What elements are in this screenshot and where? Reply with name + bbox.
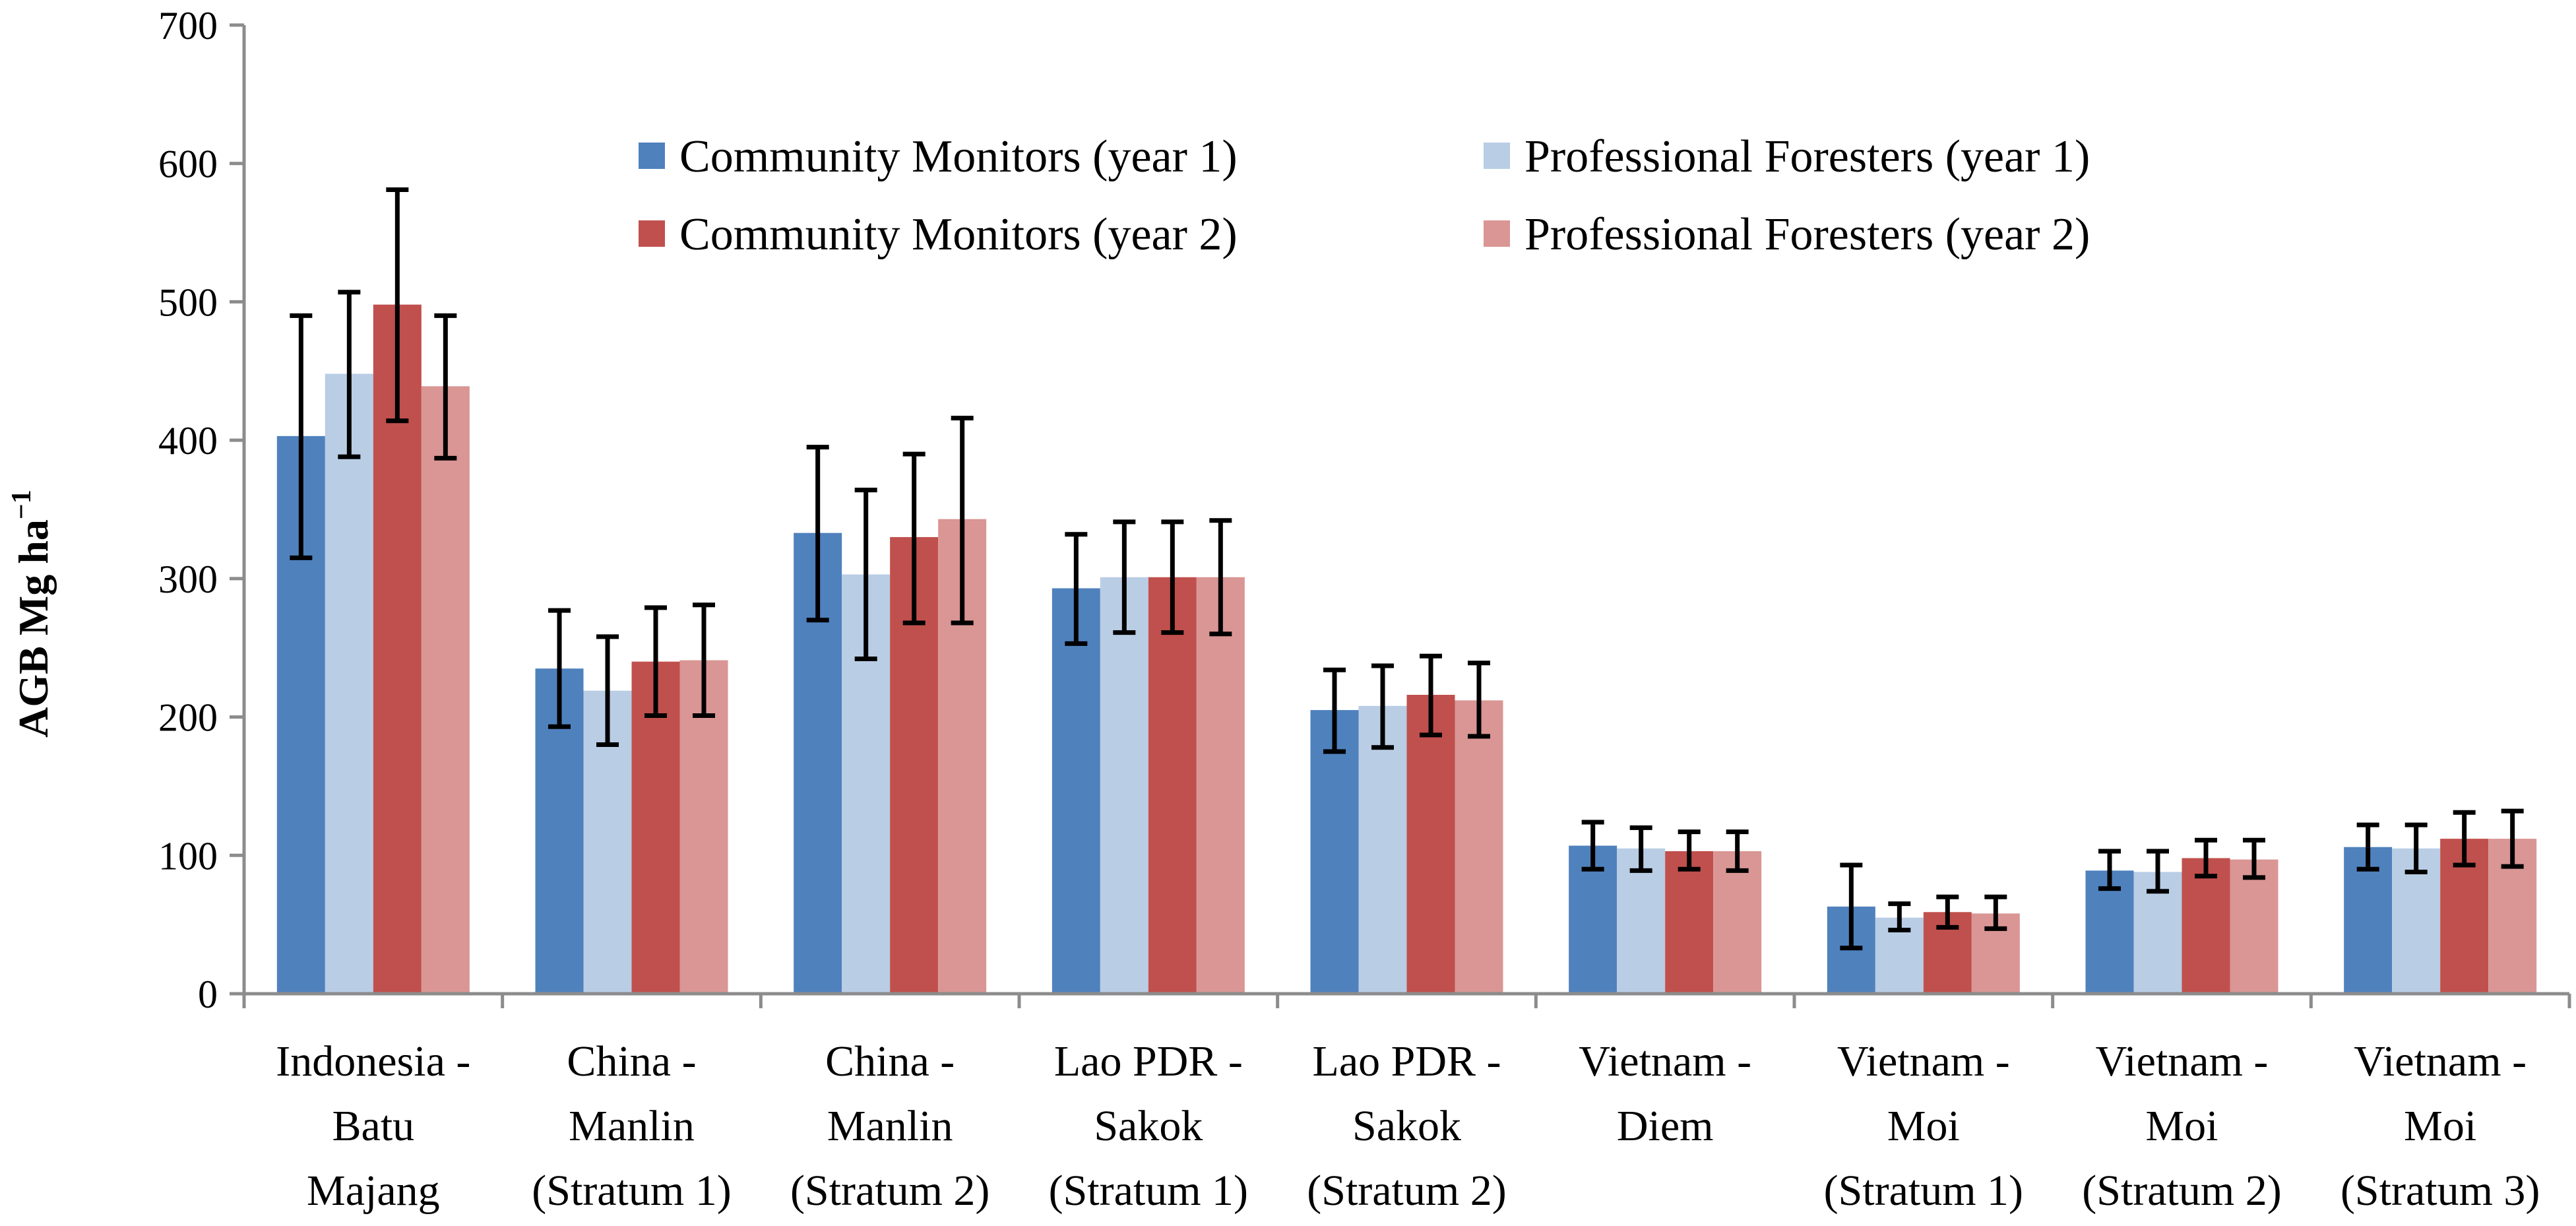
bar [1455,700,1503,994]
legend-swatch [639,220,665,247]
y-tick-label: 300 [158,558,218,601]
bar [1052,588,1100,994]
x-category-label-line: China - [567,1037,696,1085]
category-labels-layer: Indonesia - Batu Majang China - Manlin (Strat… [276,1037,2540,1215]
x-category-label-line: Moi [2145,1102,2218,1150]
y-tick-label: 600 [158,143,218,186]
x-category-label-line: (Stratum 1) [1049,1167,1248,1215]
x-category-label-line: (Stratum 2) [790,1167,990,1215]
bar [2085,870,2134,994]
x-category-label-line: Indonesia - [276,1037,470,1085]
axes-layer [230,23,2571,1008]
bar [1100,577,1148,994]
bar [1713,851,1762,994]
legend-swatch [639,143,665,169]
x-category-label-line: (Stratum 1) [532,1167,731,1215]
bar [421,386,470,994]
x-category-label-line: Diem [1617,1102,1714,1150]
x-category-label-line: Vietnam - [1579,1037,1751,1085]
y-tick-label: 400 [158,419,218,463]
x-category-label: Vietnam - Diem [1579,1037,1751,1150]
x-category-label-line: Vietnam - [2096,1037,2269,1085]
bar [1665,851,1714,994]
bar [1358,705,1407,994]
y-tick-label: 100 [158,834,218,878]
x-category-label-line: (Stratum 1) [1824,1167,2023,1215]
bar [1406,695,1455,994]
x-category-label-line: Vietnam - [1837,1037,2010,1085]
x-category-label-line: China - [825,1037,955,1085]
x-category-label-line: (Stratum 3) [2340,1167,2540,1215]
x-category-label-line: Lao PDR - [1054,1037,1243,1085]
x-category-label: Lao PDR - Sakok (Stratum 1) [1049,1037,1248,1215]
x-category-label: Vietnam - Moi (Stratum 3) [2340,1037,2540,1215]
bar [1310,710,1359,994]
legend-swatch [1484,220,1510,247]
bar [1148,577,1197,994]
bar [2230,859,2278,994]
y-axis-label-superscript: −1 [7,490,37,519]
x-category-label-line: Vietnam - [2354,1037,2527,1085]
x-category-label: Indonesia - Batu Majang [276,1037,470,1215]
y-axis-label: AGB Mg ha−1 [7,490,57,738]
x-category-label: Vietnam - Moi (Stratum 1) [1824,1037,2023,1215]
x-category-label-line: Batu [332,1102,415,1150]
x-category-label-line: Sakok [1352,1102,1461,1150]
bar [325,373,373,994]
x-category-label-line: Sakok [1094,1102,1203,1150]
y-tick-label: 200 [158,696,218,740]
legend-label: Professional Foresters (year 2) [1524,209,2090,260]
x-category-label-line: Manlin [827,1102,953,1150]
x-category-label-line: (Stratum 2) [1307,1167,1506,1215]
x-category-label-line: Moi [1887,1102,1960,1150]
y-tick-label: 500 [158,280,218,324]
legend-label: Community Monitors (year 1) [679,131,1238,182]
bars-layer [276,304,2537,994]
x-category-label: Vietnam - Moi (Stratum 2) [2082,1037,2281,1215]
legend: Community Monitors (year 1) Professional … [639,131,2090,260]
x-category-label-line: Moi [2404,1102,2476,1150]
x-category-label: Lao PDR - Sakok (Stratum 2) [1307,1037,1506,1215]
legend-label: Community Monitors (year 2) [679,209,1238,260]
x-category-label: China - Manlin (Stratum 1) [532,1037,731,1215]
x-category-label-line: Majang [307,1167,440,1215]
y-tick-label: 0 [198,973,218,1016]
tick-labels-layer: 0 100 200 300 400 500 600 700 [158,4,218,1016]
bar [1196,577,1245,994]
legend-label: Professional Foresters (year 1) [1524,131,2090,182]
legend-swatch [1484,143,1510,169]
x-category-label-line: Manlin [569,1102,695,1150]
x-category-label: China - Manlin (Stratum 2) [790,1037,990,1215]
x-category-label-line: (Stratum 2) [2082,1167,2281,1215]
x-category-label-line: Lao PDR - [1313,1037,1501,1085]
y-tick-label: 700 [158,4,218,48]
error-bars-layer [290,187,2524,951]
bar [2182,858,2230,994]
